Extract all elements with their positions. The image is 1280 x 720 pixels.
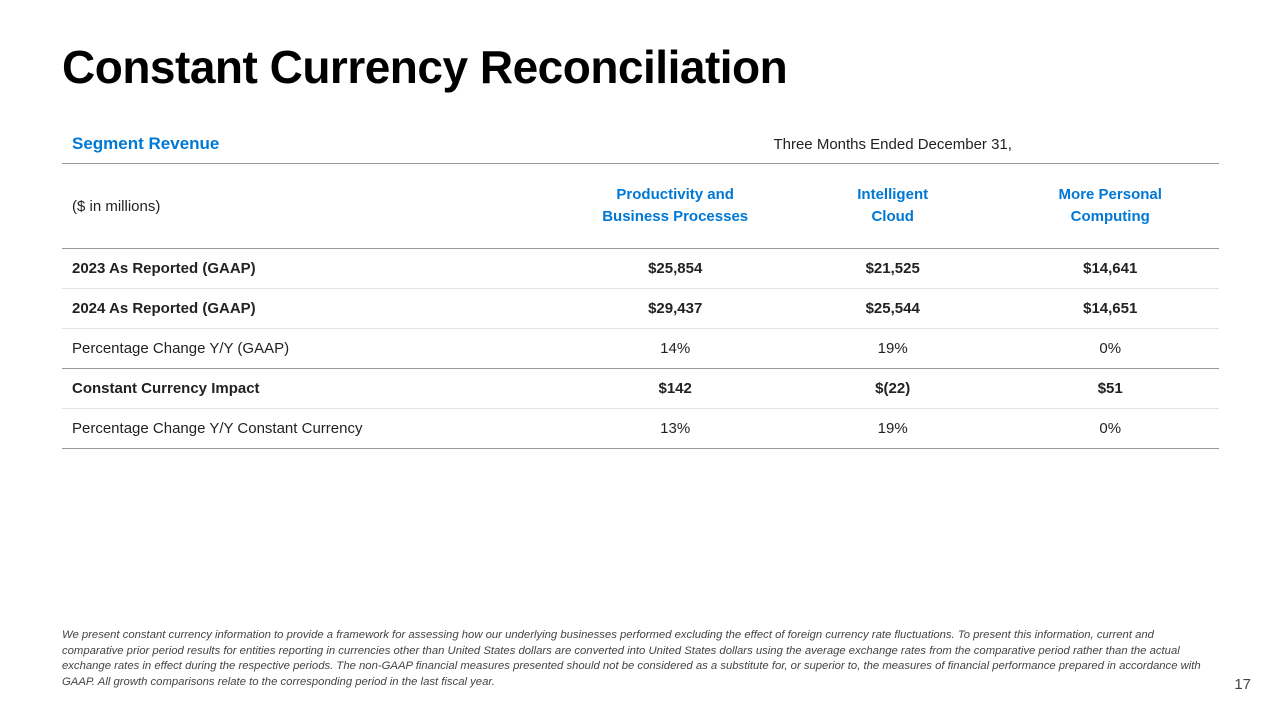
cell-value: $(22) <box>783 368 1002 409</box>
cell-value: $29,437 <box>566 288 784 329</box>
page-title: Constant Currency Reconciliation <box>62 41 788 93</box>
units-label: ($ in millions) <box>62 163 567 249</box>
cell-value: 0% <box>1001 328 1219 369</box>
page-number: 17 <box>1234 676 1251 693</box>
section-title: Segment Revenue <box>62 125 567 164</box>
column-header-line: Business Processes <box>602 208 749 225</box>
column-header-line: Productivity and <box>616 186 734 203</box>
column-header-line: Computing <box>1070 208 1150 225</box>
cell-value: $14,641 <box>1001 248 1219 289</box>
cell-value: 19% <box>783 408 1002 449</box>
column-header-line: Cloud <box>871 208 914 225</box>
table-row: Percentage Change Y/Y (GAAP) 14% 19% 0% <box>62 328 1219 369</box>
column-header-line: More Personal <box>1058 186 1162 203</box>
cell-value: 19% <box>783 328 1002 369</box>
table-row: 2024 As Reported (GAAP) $29,437 $25,544 … <box>62 288 1219 329</box>
cell-value: 0% <box>1001 408 1219 449</box>
cell-value: $21,525 <box>783 248 1002 289</box>
cell-value: $25,854 <box>566 248 784 289</box>
column-header-personal-computing: More Personal Computing <box>1001 163 1219 249</box>
row-label: Constant Currency Impact <box>62 368 567 409</box>
table-row: Percentage Change Y/Y Constant Currency … <box>62 408 1219 449</box>
footnote: We present constant currency information… <box>62 629 1201 688</box>
row-label: Percentage Change Y/Y Constant Currency <box>62 408 567 449</box>
column-header-row: ($ in millions) Productivity and Busines… <box>62 163 1219 249</box>
cell-value: $142 <box>566 368 784 409</box>
table-row: 2023 As Reported (GAAP) $25,854 $21,525 … <box>62 248 1219 289</box>
cell-value: $25,544 <box>783 288 1002 329</box>
reconciliation-table-container: Segment Revenue Three Months Ended Decem… <box>62 125 1219 449</box>
section-header-row: Segment Revenue Three Months Ended Decem… <box>62 125 1219 164</box>
row-label: 2023 As Reported (GAAP) <box>62 248 567 289</box>
cell-value: 13% <box>566 408 784 449</box>
column-header-line: Intelligent <box>857 186 929 203</box>
cell-value: $14,651 <box>1001 288 1219 329</box>
period-label: Three Months Ended December 31, <box>566 125 1219 164</box>
cell-value: 14% <box>566 328 784 369</box>
cell-value: $51 <box>1001 368 1219 409</box>
row-label: Percentage Change Y/Y (GAAP) <box>62 328 567 369</box>
table-row: Constant Currency Impact $142 $(22) $51 <box>62 368 1219 409</box>
reconciliation-table: Segment Revenue Three Months Ended Decem… <box>62 125 1219 449</box>
column-header-intelligent-cloud: Intelligent Cloud <box>783 163 1002 249</box>
column-header-productivity: Productivity and Business Processes <box>566 163 784 249</box>
row-label: 2024 As Reported (GAAP) <box>62 288 567 329</box>
